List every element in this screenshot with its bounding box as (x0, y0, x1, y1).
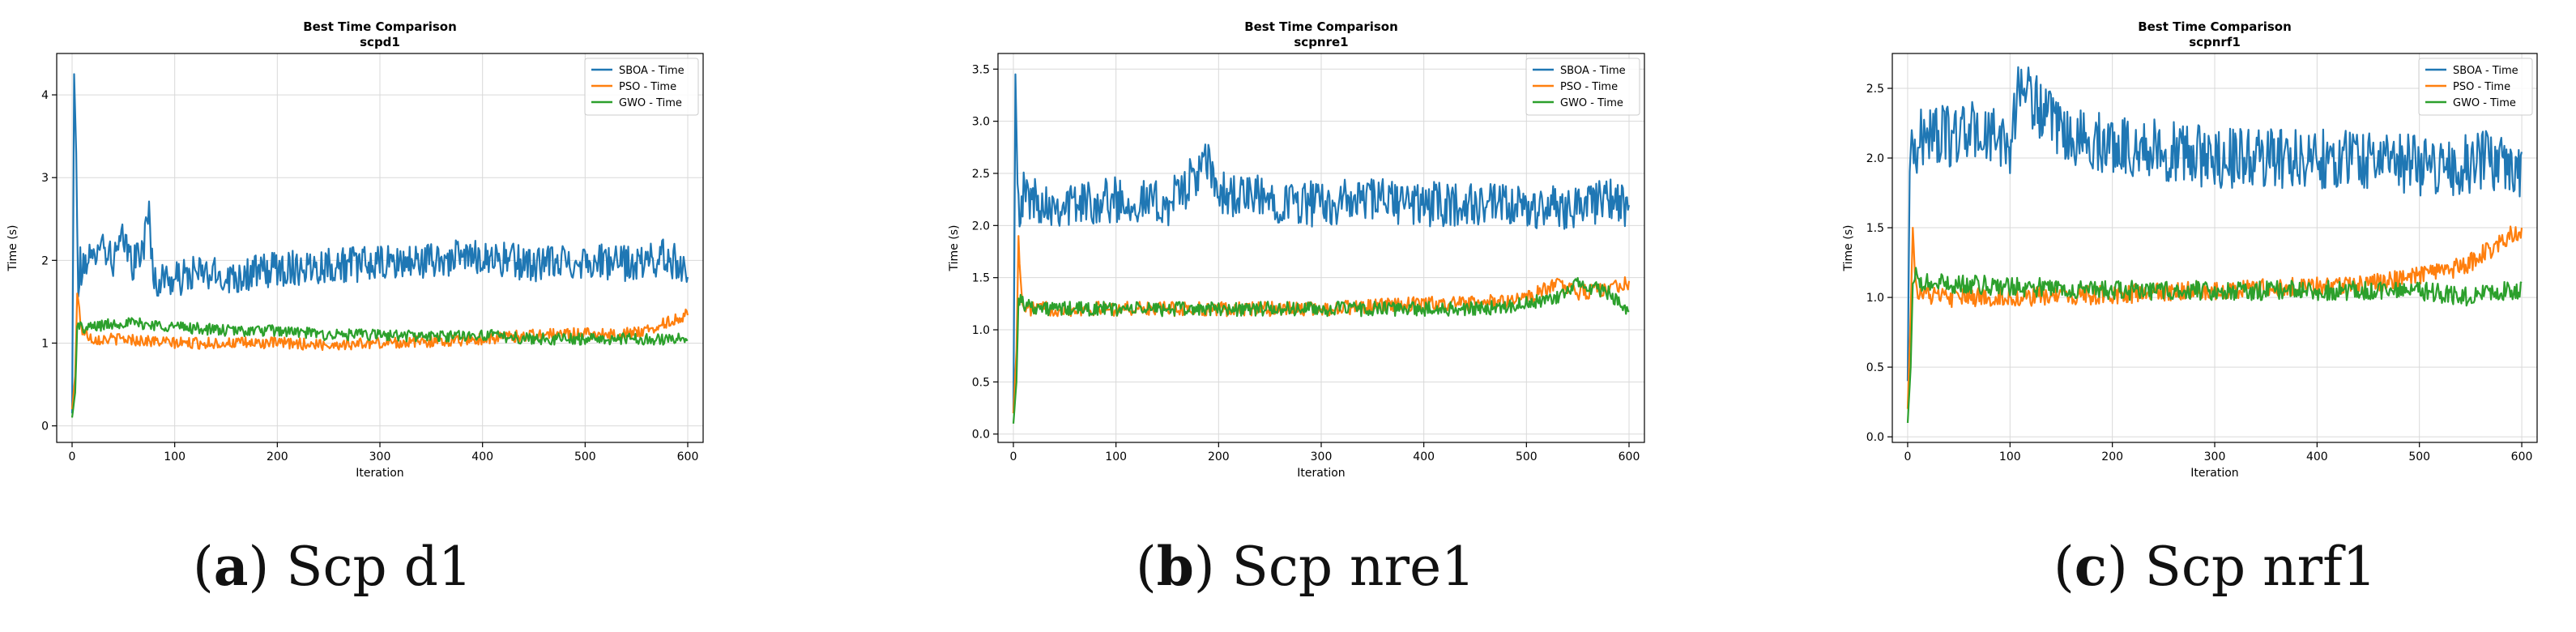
legend-label-sboa: SBOA - Time (2453, 65, 2518, 77)
legend-label-sboa: SBOA - Time (619, 65, 685, 77)
x-tick-label: 400 (2306, 451, 2328, 463)
x-tick-label: 500 (574, 451, 596, 463)
caption-c: (c) Scp nrf1 (2054, 535, 2377, 598)
y-tick-label: 1.0 (972, 324, 990, 337)
x-tick-label: 200 (267, 451, 288, 463)
y-tick-label: 1 (41, 337, 49, 350)
x-tick-label: 400 (471, 451, 493, 463)
x-tick-label: 500 (2408, 451, 2430, 463)
x-tick-label: 300 (1311, 451, 1333, 463)
caption-c-letter: c (2074, 535, 2107, 598)
plot-frame (56, 53, 704, 443)
x-axis-label: Iteration (356, 467, 403, 480)
x-tick-label: 600 (677, 451, 699, 463)
y-tick-label: 2.5 (972, 168, 990, 181)
legend-label-gwo: GWO - Time (619, 97, 682, 109)
y-tick-label: 0 (41, 421, 49, 433)
y-axis-label: Time (s) (948, 225, 961, 272)
x-tick-label: 300 (369, 451, 391, 463)
x-tick-label: 100 (164, 451, 186, 463)
y-axis-label: Time (s) (6, 225, 19, 272)
y-tick-label: 1.5 (972, 272, 990, 285)
y-tick-label: 4 (41, 89, 49, 102)
chart-title: Best Time Comparison (303, 19, 457, 34)
legend-label-pso: PSO - Time (2453, 81, 2510, 93)
caption-b-letter: b (1156, 535, 1194, 598)
series-line-pso (1906, 225, 2523, 409)
y-tick-label: 3.5 (972, 63, 990, 76)
chart-title: Best Time Comparison (2138, 19, 2292, 34)
x-tick-label: 200 (1208, 451, 1230, 463)
y-tick-label: 0.5 (972, 376, 990, 389)
x-tick-label: 500 (1516, 451, 1537, 463)
y-tick-label: 3.0 (972, 116, 990, 129)
y-axis-label: Time (s) (1842, 225, 1855, 272)
y-tick-label: 2 (41, 254, 49, 267)
y-tick-label: 0.0 (1866, 431, 1884, 444)
y-tick-label: 1.5 (1866, 222, 1884, 235)
series-line-sboa (70, 73, 689, 414)
plot-frame (1891, 53, 2538, 443)
y-tick-label: 2.5 (1866, 83, 1884, 96)
caption-b-text: Scp nre1 (1231, 536, 1476, 598)
x-tick-label: 300 (2204, 451, 2226, 463)
y-tick-label: 2.0 (972, 220, 990, 233)
legend-box (2418, 58, 2533, 116)
x-axis-label: Iteration (2190, 467, 2238, 480)
caption-a: (a) Scp d1 (193, 535, 472, 598)
x-axis-label: Iteration (1297, 467, 1345, 480)
chart-subtitle: scpd1 (360, 35, 400, 49)
x-tick-label: 0 (69, 451, 76, 463)
y-tick-label: 0.5 (1866, 361, 1884, 374)
caption-a-letter: a (213, 535, 249, 598)
y-tick-label: 0.0 (972, 429, 990, 442)
x-tick-label: 0 (1010, 451, 1017, 463)
y-tick-label: 1.0 (1866, 292, 1884, 305)
x-tick-label: 200 (2101, 451, 2123, 463)
chart-subtitle: scpnrf1 (2189, 35, 2241, 49)
series-line-pso (70, 293, 689, 410)
legend-label-gwo: GWO - Time (1560, 97, 1623, 109)
series-line-gwo (1012, 276, 1630, 424)
series-line-gwo (1906, 267, 2523, 423)
y-tick-label: 2.0 (1866, 152, 1884, 165)
caption-a-text: Scp d1 (286, 536, 472, 598)
legend-label-pso: PSO - Time (619, 81, 676, 93)
legend-label-sboa: SBOA - Time (1560, 65, 1626, 77)
legend-box (1525, 58, 1640, 116)
legend-box (584, 58, 699, 116)
series-line-sboa (1906, 66, 2523, 382)
x-tick-label: 0 (1904, 451, 1911, 463)
x-tick-label: 400 (1413, 451, 1435, 463)
x-tick-label: 100 (1105, 451, 1127, 463)
chart-title: Best Time Comparison (1244, 19, 1398, 34)
plot-frame (997, 53, 1645, 443)
legend-label-pso: PSO - Time (1560, 81, 1618, 93)
caption-c-text: Scp nrf1 (2144, 536, 2377, 598)
series-line-gwo (70, 317, 689, 418)
x-tick-label: 600 (2511, 451, 2533, 463)
chart-subtitle: scpnre1 (1294, 35, 1348, 49)
legend-label-gwo: GWO - Time (2453, 97, 2516, 109)
x-tick-label: 100 (1999, 451, 2021, 463)
y-tick-label: 3 (41, 172, 49, 185)
caption-b: (b) Scp nre1 (1136, 535, 1476, 598)
x-tick-label: 600 (1619, 451, 1640, 463)
series-line-sboa (1012, 73, 1631, 414)
